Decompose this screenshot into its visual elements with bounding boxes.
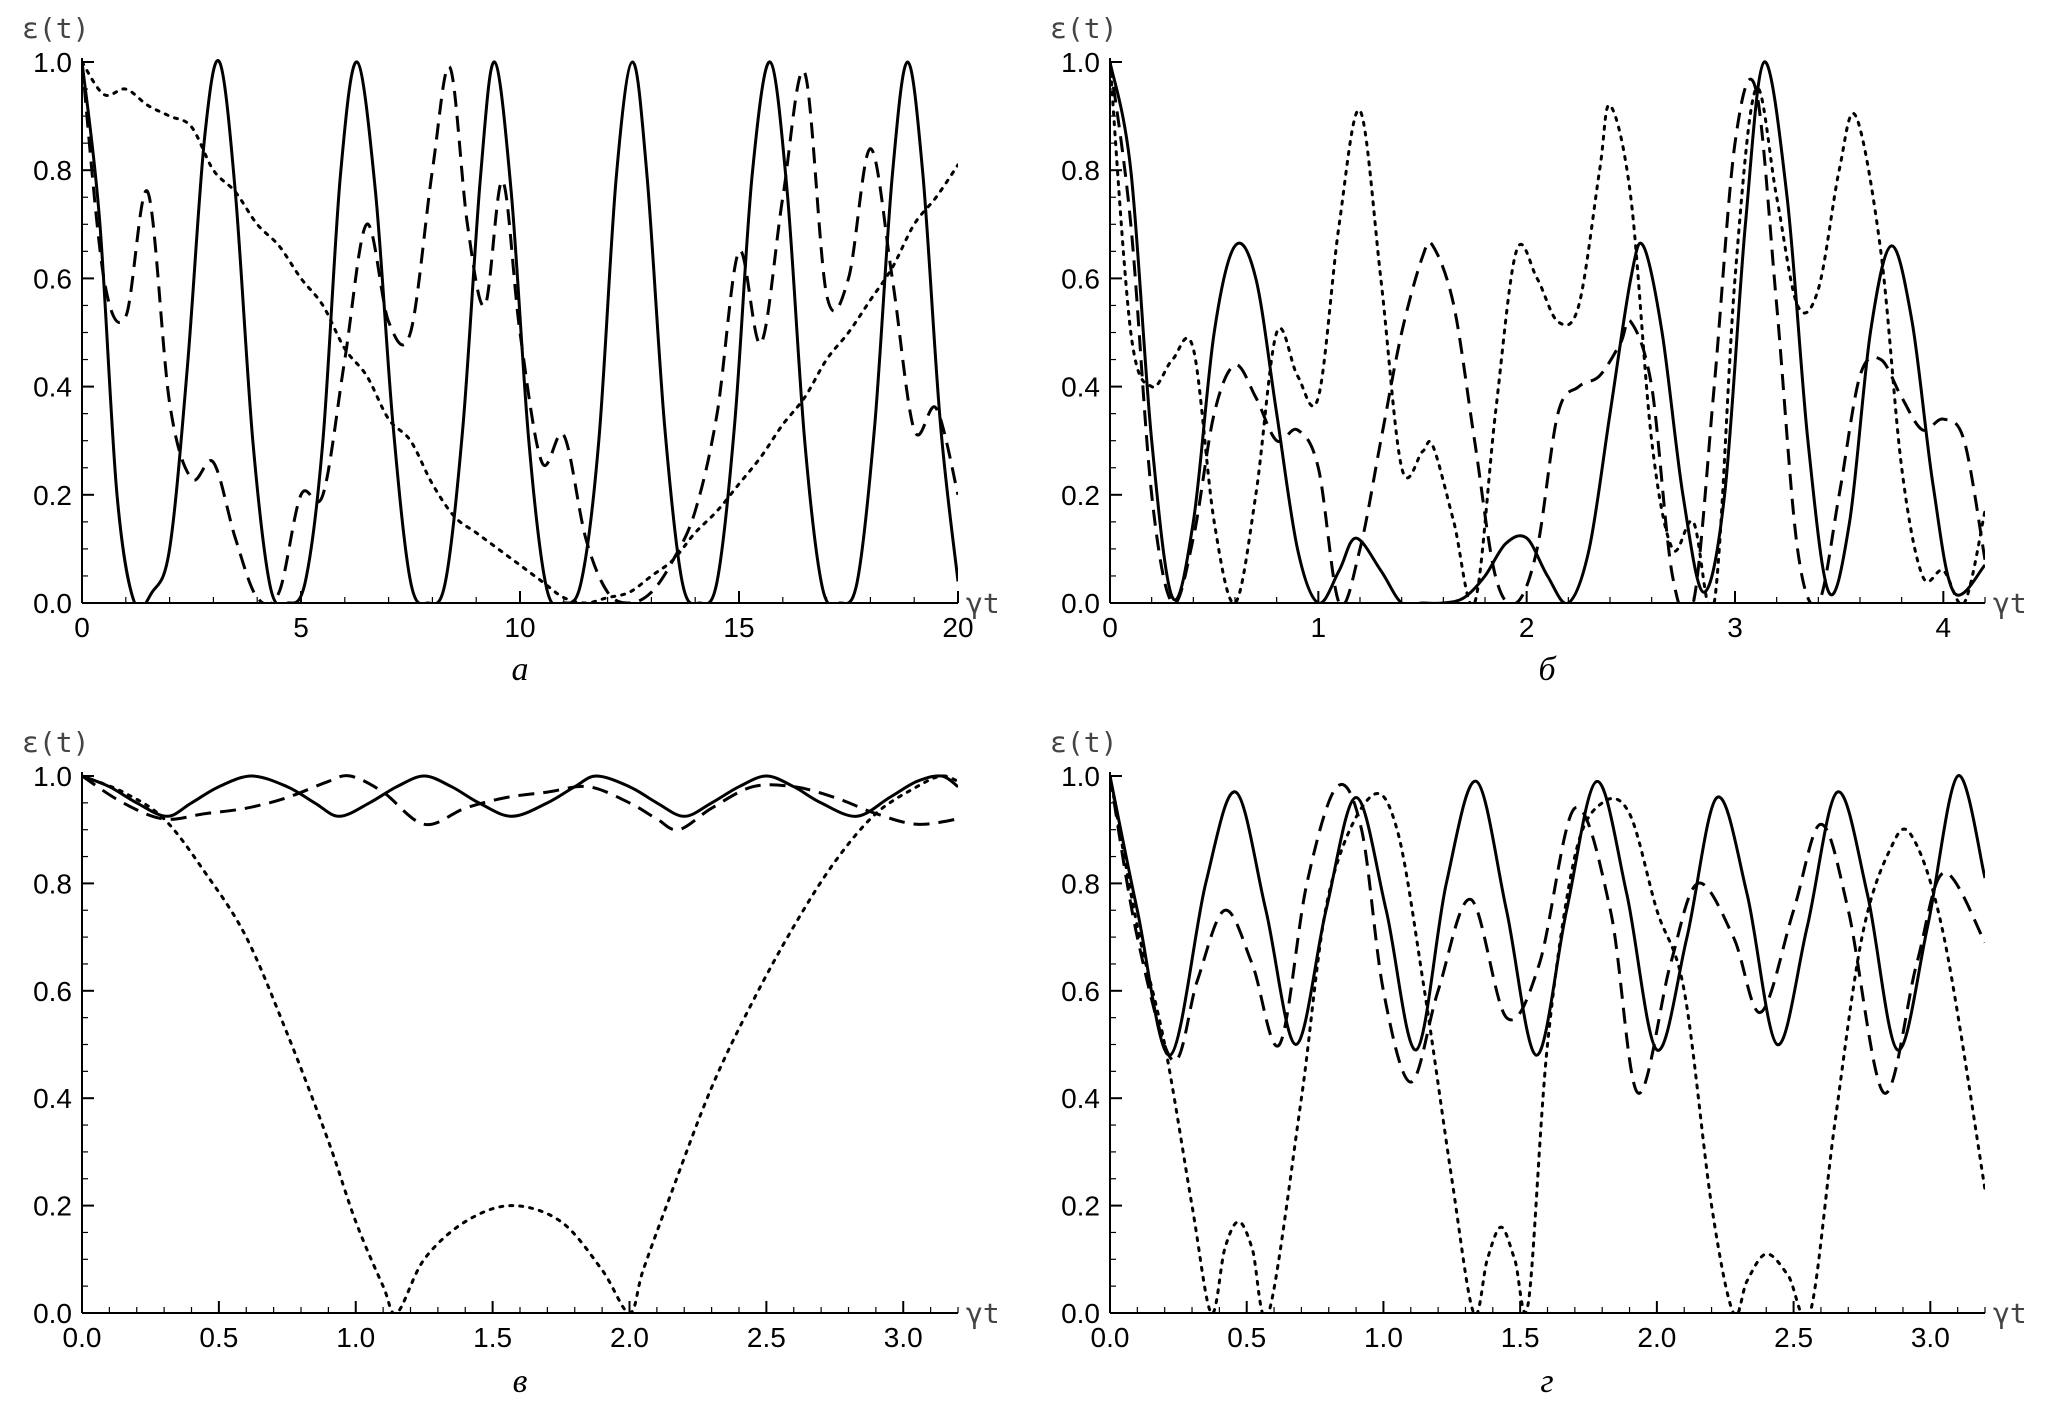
x-tick-label: 0 [74, 612, 90, 643]
x-tick-label: 0.5 [199, 1322, 238, 1353]
panel-caption: б [1538, 651, 1557, 688]
y-tick-label: 0.0 [33, 1298, 72, 1329]
y-tick-label: 1.0 [1061, 47, 1100, 78]
y-tick-label: 0.4 [33, 1083, 72, 1114]
y-tick-label: 0.2 [33, 480, 72, 511]
x-axis-title: γt [1993, 587, 2027, 620]
series-dashed-line [82, 61, 958, 604]
series-dotted-line [82, 774, 958, 1314]
panel-caption: г [1540, 1363, 1553, 1400]
y-tick-label: 1.0 [33, 761, 72, 792]
y-tick-label: 0.4 [1061, 372, 1100, 403]
x-axis-title: γt [966, 1297, 1000, 1330]
panel-caption: а [512, 651, 529, 688]
panel-caption: в [513, 1363, 528, 1400]
series-dashed-line [1110, 61, 1985, 604]
y-tick-label: 0.4 [1061, 1083, 1100, 1114]
y-tick-label: 0.6 [1061, 976, 1100, 1007]
series-dashed-line [82, 774, 958, 832]
y-tick-label: 0.8 [1061, 155, 1100, 186]
y-tick-label: 0.2 [33, 1191, 72, 1222]
x-tick-label: 0.0 [63, 1322, 102, 1353]
series-solid-line [1110, 774, 1985, 1057]
y-tick-label: 0.2 [1061, 480, 1100, 511]
y-tick-label: 0.4 [33, 372, 72, 403]
series-dotted-line [1110, 774, 1985, 1314]
x-tick-label: 3 [1727, 612, 1743, 643]
x-tick-label: 1.0 [1364, 1322, 1403, 1353]
x-tick-label: 1 [1311, 612, 1327, 643]
x-tick-label: 1.5 [1501, 1322, 1540, 1353]
y-axis-title: ε(t) [1050, 726, 1117, 759]
x-tick-label: 0.0 [1091, 1322, 1130, 1353]
y-tick-label: 0.0 [1061, 588, 1100, 619]
y-tick-label: 0.0 [1061, 1298, 1100, 1329]
x-axis-title: γt [966, 587, 1000, 620]
x-tick-label: 3.0 [1911, 1322, 1950, 1353]
x-tick-label: 2.5 [1774, 1322, 1813, 1353]
x-tick-label: 4 [1936, 612, 1952, 643]
x-tick-label: 20 [942, 612, 973, 643]
x-axis-title: γt [1993, 1297, 2027, 1330]
panel-d: 0.0 0.5 1.0 1.5 2.0 2.5 3.00.00.20.40.60.81.0ε… [1050, 726, 2027, 1400]
x-tick-label: 0 [1102, 612, 1118, 643]
y-tick-label: 0.2 [1061, 1191, 1100, 1222]
series-dotted-line [1110, 60, 1985, 604]
panel-c: 0.0 0.5 1.0 1.5 2.0 2.5 3.00.00.20.40.60.81.0ε… [22, 726, 1000, 1400]
x-tick-label: 15 [723, 612, 754, 643]
x-tick-label: 2.0 [1637, 1322, 1676, 1353]
y-tick-label: 0.0 [33, 588, 72, 619]
x-tick-label: 10 [504, 612, 535, 643]
y-tick-label: 1.0 [33, 47, 72, 78]
series-solid-line [82, 59, 958, 604]
y-tick-label: 0.6 [33, 976, 72, 1007]
x-tick-label: 0.5 [1227, 1322, 1266, 1353]
x-tick-label: 2.0 [610, 1322, 649, 1353]
panel-a: 0 5 10 15 20 0.0 0.2 0.4 0.6 0.8 1.0ε(t) γt а [22, 12, 1000, 688]
y-axis-title: ε(t) [22, 726, 89, 759]
y-axis-title: ε(t) [22, 12, 89, 45]
y-axis-title: ε(t) [1050, 12, 1117, 45]
x-tick-label: 1.0 [336, 1322, 375, 1353]
y-tick-label: 0.6 [33, 263, 72, 294]
x-tick-label: 3.0 [884, 1322, 923, 1353]
y-tick-label: 0.8 [33, 155, 72, 186]
series-solid-line [82, 774, 958, 818]
y-tick-label: 0.8 [1061, 868, 1100, 899]
y-tick-label: 0.6 [1061, 263, 1100, 294]
x-tick-label: 1.5 [473, 1322, 512, 1353]
y-tick-label: 0.8 [33, 868, 72, 899]
x-tick-label: 2.5 [747, 1322, 786, 1353]
x-tick-label: 5 [293, 612, 309, 643]
y-tick-label: 1.0 [1061, 761, 1100, 792]
series-solid-line [1110, 60, 1985, 604]
series-dotted-line [82, 60, 958, 604]
x-tick-label: 2 [1519, 612, 1535, 643]
panel-b: 0 1 2 3 4 0.0 0.2 0.4 0.6 0.8 1.0ε(t) γt б [1050, 12, 2027, 688]
